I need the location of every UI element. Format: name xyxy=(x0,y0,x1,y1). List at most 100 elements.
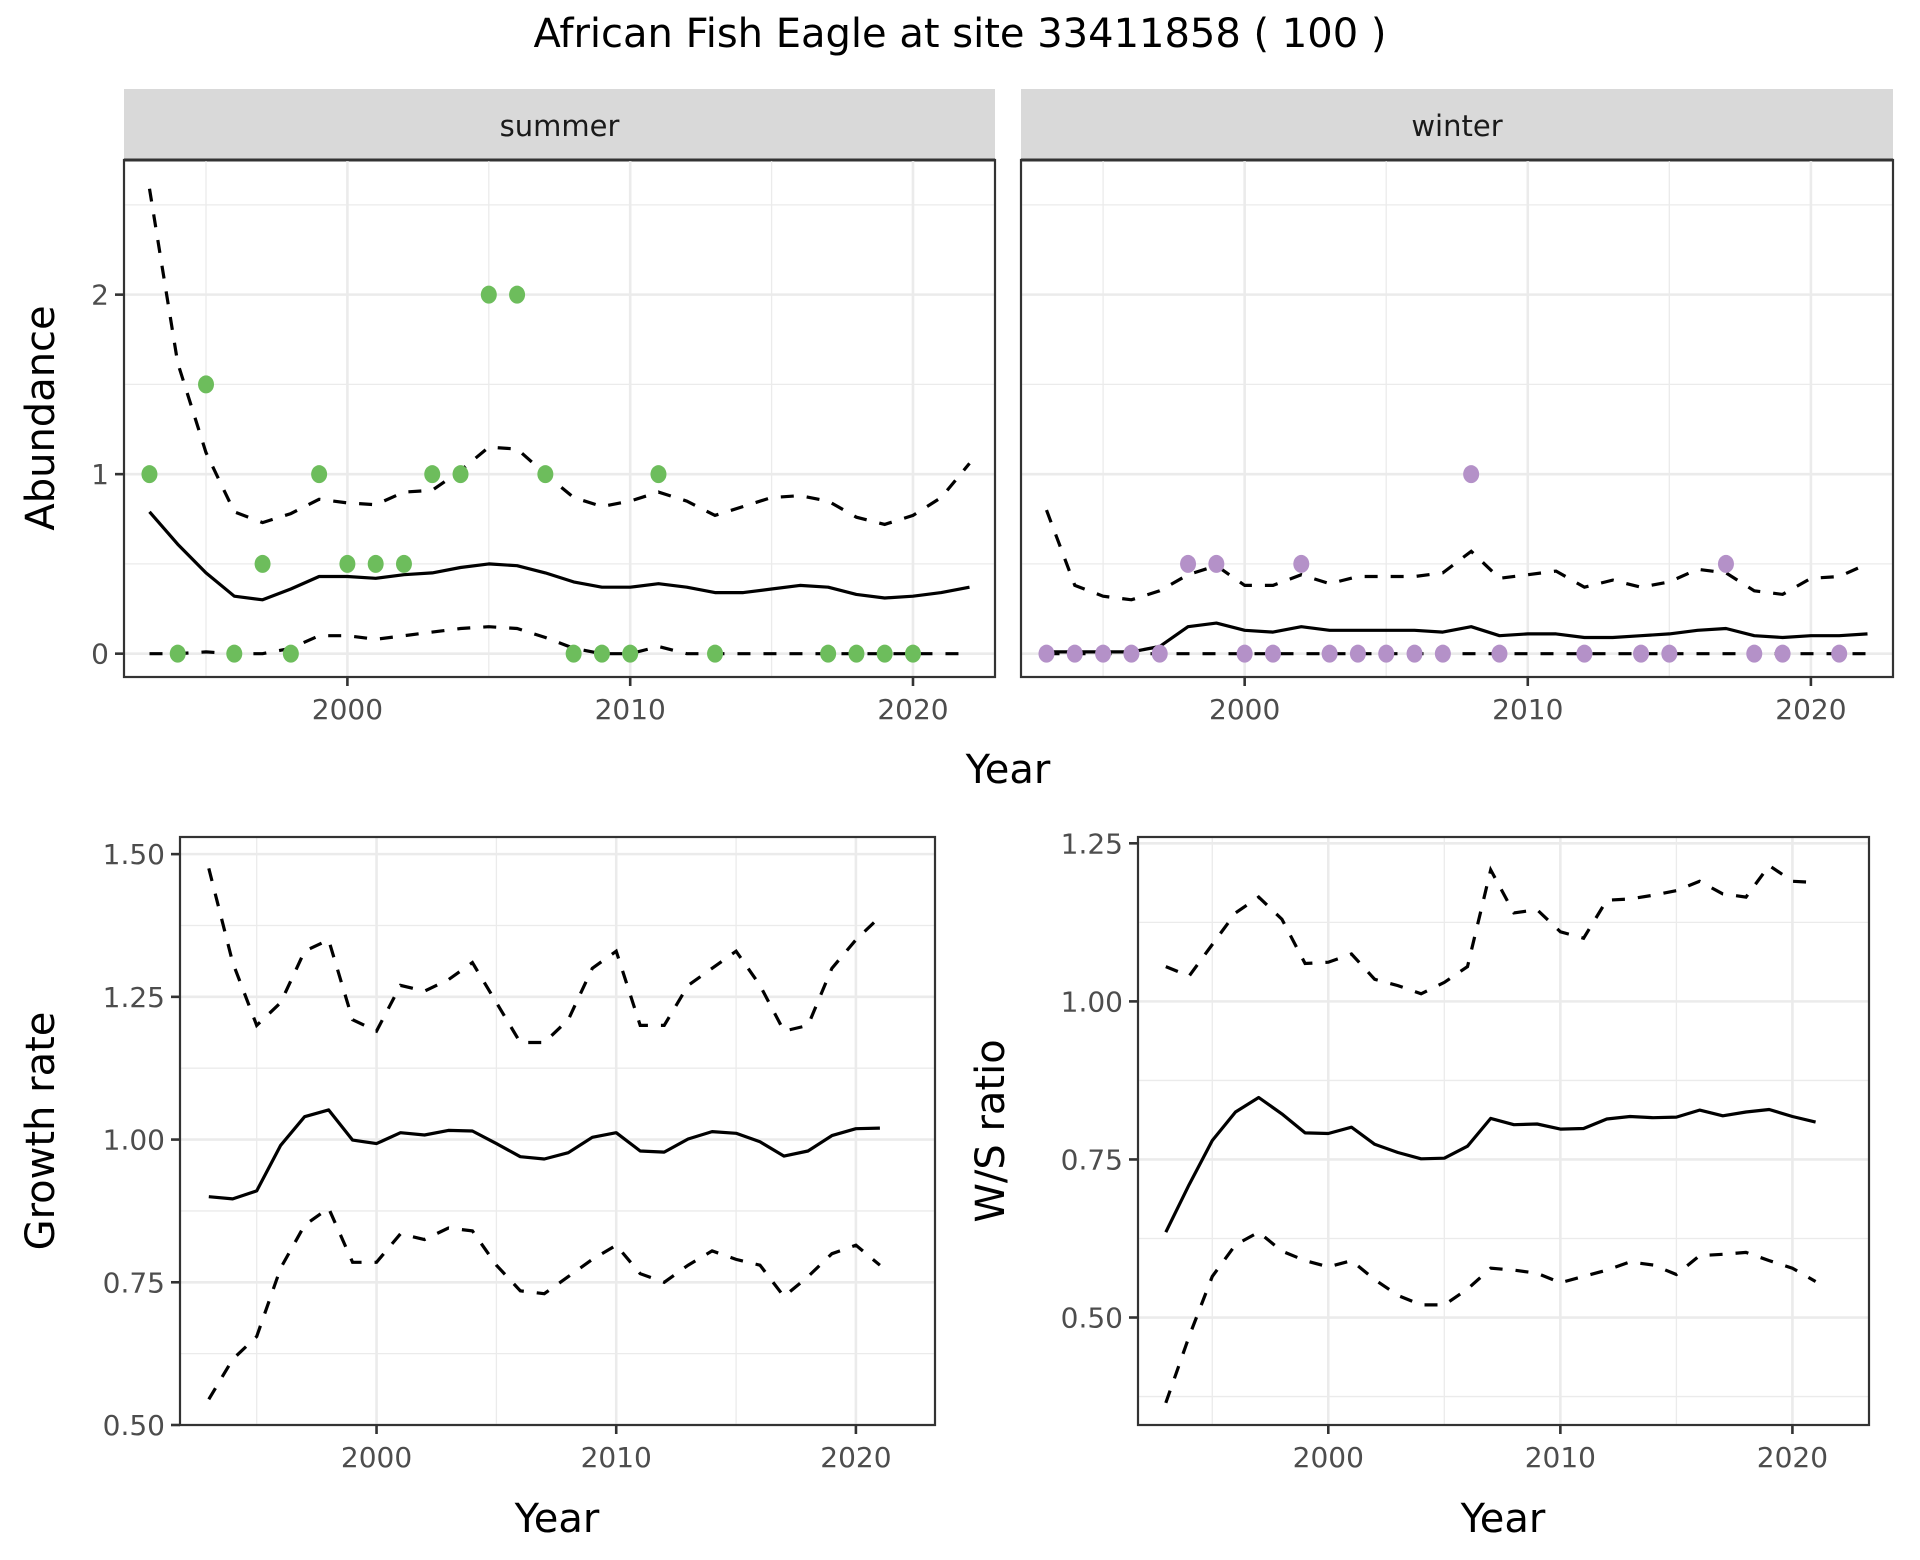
summer-observation-point xyxy=(876,644,893,663)
summer-observation-point xyxy=(311,465,328,484)
growth-x-tick-label: 2000 xyxy=(341,1441,412,1474)
winter-observation-point xyxy=(1406,644,1423,663)
winter-observation-point xyxy=(1180,554,1197,573)
winter-observation-point xyxy=(1208,554,1225,573)
summer-observation-point xyxy=(367,554,384,573)
winter-observation-point xyxy=(1293,554,1310,573)
summer-observation-point xyxy=(848,644,865,663)
summer-observation-point xyxy=(509,285,526,304)
summer-observation-point xyxy=(169,644,186,663)
abundance-summer-x-tick-label: 2020 xyxy=(877,693,948,726)
ws-panel-border xyxy=(1136,835,1871,1427)
winter-panel-border xyxy=(1019,158,1895,679)
facet-label-summer: summer xyxy=(500,109,620,143)
summer-observation-point xyxy=(650,465,667,484)
winter-observation-point xyxy=(1434,644,1451,663)
growth-y-tick-label: 1.50 xyxy=(103,838,165,871)
growth-y-tick-label: 1.00 xyxy=(103,1124,165,1157)
winter-observation-point xyxy=(1095,644,1112,663)
summer-upper-ci-line xyxy=(147,188,971,527)
growth-mean-line xyxy=(208,1108,880,1201)
summer-observation-point xyxy=(424,465,441,484)
ws-ratio-panel: 2000 2010 2020 0.50 0.75 1.00 1.25 xyxy=(1061,827,1871,1474)
summer-observation-point xyxy=(593,644,610,663)
facet-strip-winter xyxy=(1021,89,1893,159)
summer-observation-point xyxy=(282,644,299,663)
abundance-summer-x-tick-label: 2000 xyxy=(312,693,383,726)
summer-observation-point xyxy=(480,285,497,304)
summer-panel-border xyxy=(122,158,997,679)
ws-mean-line xyxy=(1164,1095,1816,1233)
summer-observation-point xyxy=(707,644,724,663)
growth-y-tick-label: 1.25 xyxy=(103,981,165,1014)
winter-observation-point xyxy=(1236,644,1253,663)
winter-observation-point xyxy=(1066,644,1083,663)
growth-y-axis-title: Growth rate xyxy=(18,1012,64,1251)
growth-y-tick-label: 0.75 xyxy=(103,1266,165,1299)
growth-panel-border xyxy=(178,835,937,1427)
growth-x-tick-label: 2020 xyxy=(820,1441,891,1474)
abundance-summer-y-tick-label: 2 xyxy=(91,279,109,312)
winter-observation-point xyxy=(1831,644,1848,663)
abundance-winter-x-tick-label: 2020 xyxy=(1775,693,1846,726)
summer-observation-point xyxy=(254,554,271,573)
winter-observation-point xyxy=(1321,644,1338,663)
summer-observation-point xyxy=(565,644,582,663)
winter-observation-point xyxy=(1151,644,1168,663)
growth-lower-line xyxy=(207,1205,881,1401)
chart-title: African Fish Eagle at site 33411858 ( 10… xyxy=(533,11,1386,57)
facet-strip-summer xyxy=(124,89,995,159)
summer-mean-line xyxy=(148,510,970,602)
winter-observation-point xyxy=(1038,644,1055,663)
abundance-winter-x-tick-label: 2000 xyxy=(1209,693,1280,726)
winter-observation-point xyxy=(1661,644,1678,663)
ws-upper-line xyxy=(1165,863,1816,996)
summer-observation-point xyxy=(452,465,469,484)
facet-panel-summer: summer 2000 2010 2020 0 1 2 xyxy=(91,89,997,726)
growth-x-axis-title: Year xyxy=(514,1496,600,1542)
summer-observation-point xyxy=(339,554,356,573)
abundance-x-axis-title: Year xyxy=(965,747,1051,793)
summer-observation-point xyxy=(198,375,215,394)
winter-observation-point xyxy=(1717,554,1734,573)
summer-observation-point xyxy=(395,554,412,573)
winter-observation-point xyxy=(1491,644,1508,663)
growth-upper-line xyxy=(207,868,882,1045)
winter-upper-ci-line xyxy=(1045,509,1869,602)
winter-observation-point xyxy=(1123,644,1140,663)
plot-area-growth: 2000 2010 2020 0.50 0.75 1.00 1.25 1.50 xyxy=(103,835,937,1474)
winter-observation-point xyxy=(1633,644,1650,663)
winter-observation-point xyxy=(1746,644,1763,663)
winter-observation-point xyxy=(1576,644,1593,663)
ws-y-tick-label: 0.50 xyxy=(1061,1302,1123,1335)
ws-x-tick-label: 2000 xyxy=(1293,1441,1364,1474)
summer-observation-point xyxy=(820,644,837,663)
winter-observation-point xyxy=(1463,465,1480,484)
facet-panel-winter: winter 2000 2010 2020 xyxy=(1019,89,1895,726)
summer-observation-point xyxy=(904,644,921,663)
abundance-summer-x-tick-label: 2010 xyxy=(595,693,666,726)
facet-label-winter: winter xyxy=(1411,109,1502,143)
abundance-summer-y-tick-label: 1 xyxy=(91,458,109,491)
winter-observation-point xyxy=(1349,644,1366,663)
summer-observation-point xyxy=(226,644,243,663)
growth-rate-panel: 2000 2010 2020 0.50 0.75 1.00 1.25 1.50 xyxy=(103,835,937,1474)
winter-mean-line xyxy=(1046,621,1868,654)
plot-area-winter: 2000 2010 2020 xyxy=(1019,158,1895,726)
ws-y-tick-label: 0.75 xyxy=(1061,1143,1123,1176)
abundance-summer-y-tick-label: 0 xyxy=(91,638,109,671)
summer-observation-point xyxy=(622,644,639,663)
winter-observation-point xyxy=(1264,644,1281,663)
plot-area-summer: 2000 2010 2020 0 1 2 xyxy=(91,158,997,726)
growth-y-tick-label: 0.50 xyxy=(103,1409,165,1442)
ws-x-tick-label: 2010 xyxy=(1525,1441,1596,1474)
summer-observation-point xyxy=(141,465,158,484)
growth-x-tick-label: 2010 xyxy=(581,1441,652,1474)
summer-observation-point xyxy=(537,465,554,484)
ws-y-axis-title: W/S ratio xyxy=(968,1039,1014,1222)
winter-observation-point xyxy=(1378,644,1395,663)
abundance-winter-x-tick-label: 2010 xyxy=(1492,693,1563,726)
ws-y-tick-label: 1.25 xyxy=(1061,827,1123,860)
